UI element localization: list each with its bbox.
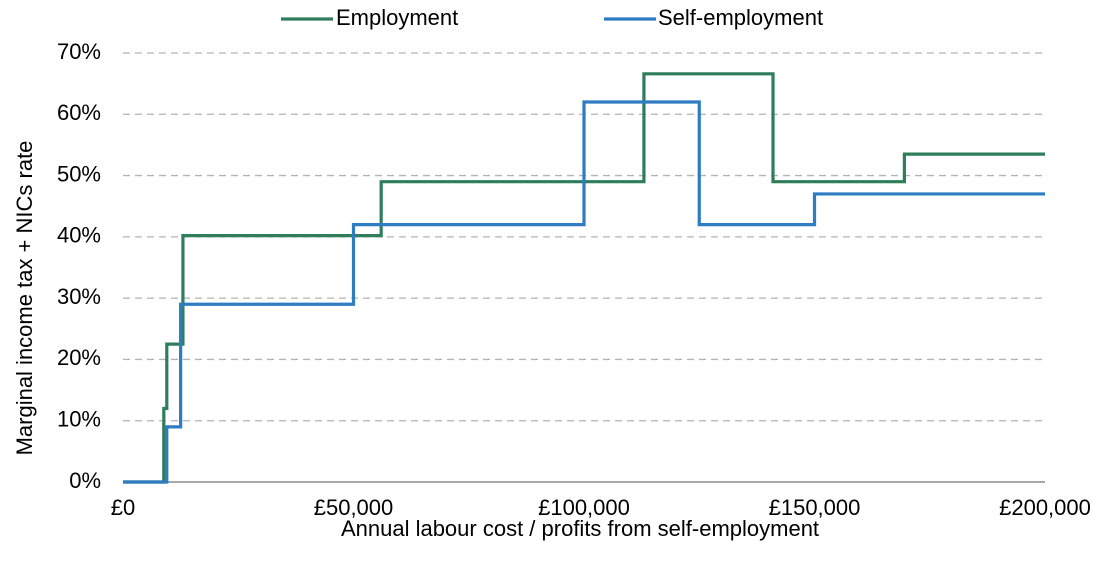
y-tick-label: 20% xyxy=(57,345,101,370)
legend-label: Self-employment xyxy=(658,5,823,30)
x-axis-title: Annual labour cost / profits from self-e… xyxy=(341,516,819,541)
y-tick-label: 0% xyxy=(69,468,101,493)
y-tick-label: 10% xyxy=(57,407,101,432)
y-tick-label: 60% xyxy=(57,100,101,125)
series-line-self-employment xyxy=(123,100,1045,484)
x-tick-label: £0 xyxy=(111,495,135,520)
legend-label: Employment xyxy=(336,5,458,30)
y-tick-label: 70% xyxy=(57,39,101,64)
series-group xyxy=(123,72,1045,484)
y-tick-label: 50% xyxy=(57,161,101,186)
y-tick-label: 30% xyxy=(57,284,101,309)
series-line-employment xyxy=(123,72,1045,484)
y-axis-title: Marginal income tax + NICs rate xyxy=(12,141,37,456)
y-tick-label: 40% xyxy=(57,223,101,248)
x-tick-label: £50,000 xyxy=(314,495,394,520)
tick-labels: 0% 10% 20% 30% 40% 50% 60% 70% £0 £50,000 £100,000… xyxy=(57,39,1091,520)
x-tick-label: £150,000 xyxy=(769,495,861,520)
x-tick-label: £200,000 xyxy=(999,495,1091,520)
x-tick-label: £100,000 xyxy=(538,495,630,520)
legend: Employment Self-employment xyxy=(281,5,823,30)
